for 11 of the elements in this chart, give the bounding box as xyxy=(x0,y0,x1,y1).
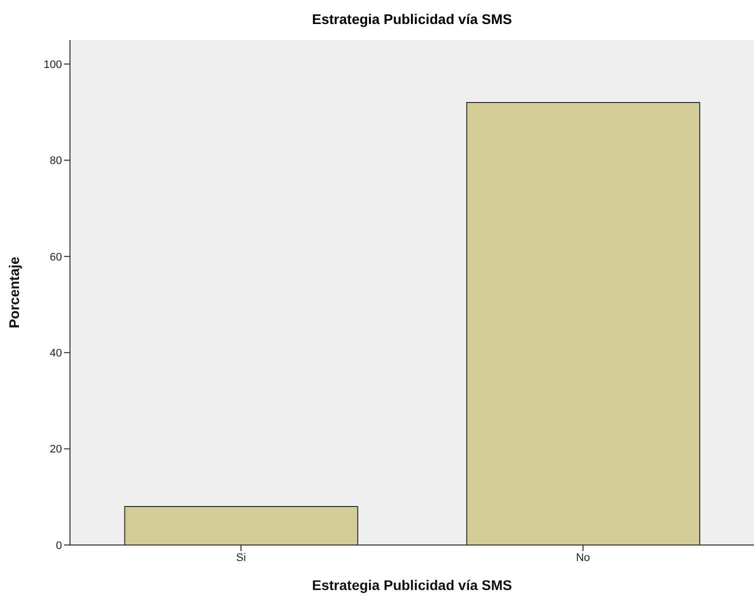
y-tick-label: 20 xyxy=(50,444,62,456)
y-tick-label: 40 xyxy=(50,348,62,360)
x-axis-title: Estrategia Publicidad vía SMS xyxy=(312,577,512,593)
y-tick-label: 60 xyxy=(50,251,62,264)
y-tick-label: 80 xyxy=(50,155,62,168)
x-tick-label: Si xyxy=(236,552,246,564)
y-axis-title: Porcentaje xyxy=(6,256,22,328)
x-tick-label: No xyxy=(576,552,590,564)
chart-title: Estrategia Publicidad vía SMS xyxy=(311,10,513,29)
y-tick-label: 100 xyxy=(44,58,62,71)
y-tick-label: 0 xyxy=(56,540,62,552)
